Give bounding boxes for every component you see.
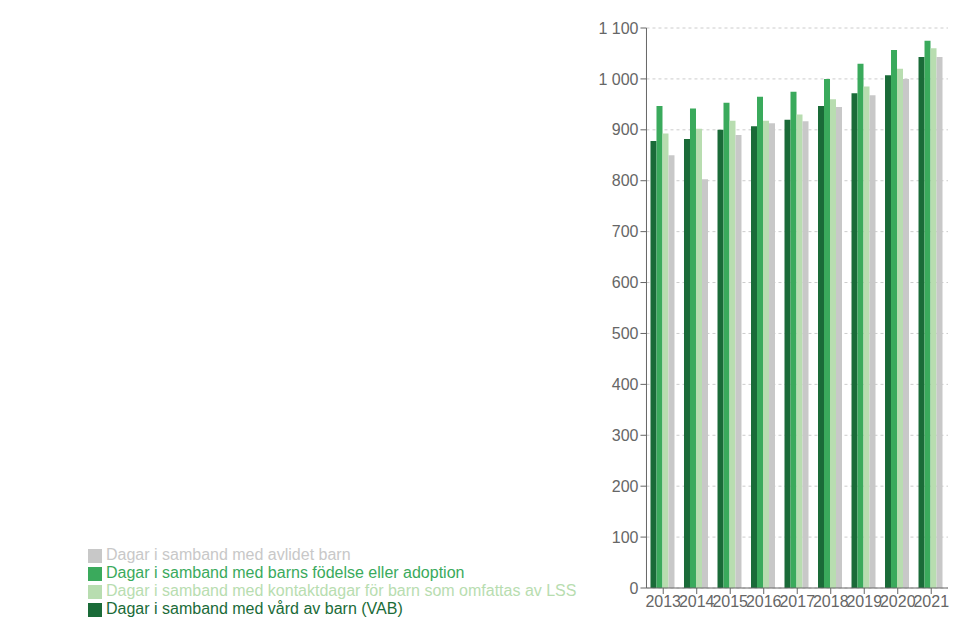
svg-text:200: 200 bbox=[612, 478, 639, 495]
svg-text:2015: 2015 bbox=[712, 593, 748, 610]
svg-text:500: 500 bbox=[612, 325, 639, 342]
svg-text:0: 0 bbox=[630, 580, 639, 597]
svg-text:2013: 2013 bbox=[645, 593, 681, 610]
svg-text:700: 700 bbox=[612, 223, 639, 240]
html-text:Dagar i samband med avlidet ba: Dagar i samband med avlidet barn bbox=[106, 546, 351, 563]
svg-text:2017: 2017 bbox=[779, 593, 815, 610]
svg-text:800: 800 bbox=[612, 172, 639, 189]
svg-text:2018: 2018 bbox=[813, 593, 849, 610]
svg-text:600: 600 bbox=[612, 274, 639, 291]
html-text:Dagar i samband med kontaktdag: Dagar i samband med kontaktdagar för bar… bbox=[106, 582, 577, 599]
svg-text:300: 300 bbox=[612, 427, 639, 444]
svg-text:2016: 2016 bbox=[746, 593, 782, 610]
svg-text:2020: 2020 bbox=[880, 593, 916, 610]
svg-text:2014: 2014 bbox=[679, 593, 715, 610]
svg-text:900: 900 bbox=[612, 121, 639, 138]
svg-text:100: 100 bbox=[612, 529, 639, 546]
html-text:Dagar i samband med barns föde: Dagar i samband med barns födelse eller … bbox=[106, 564, 465, 581]
svg-text:1 100: 1 100 bbox=[598, 20, 638, 37]
html-text:Dagar i samband med vård av ba: Dagar i samband med vård av barn (VAB) bbox=[106, 600, 403, 617]
svg-text:400: 400 bbox=[612, 376, 639, 393]
svg-text:2019: 2019 bbox=[846, 593, 882, 610]
svg-text:1 000: 1 000 bbox=[598, 71, 638, 88]
svg-text:2021: 2021 bbox=[913, 593, 949, 610]
